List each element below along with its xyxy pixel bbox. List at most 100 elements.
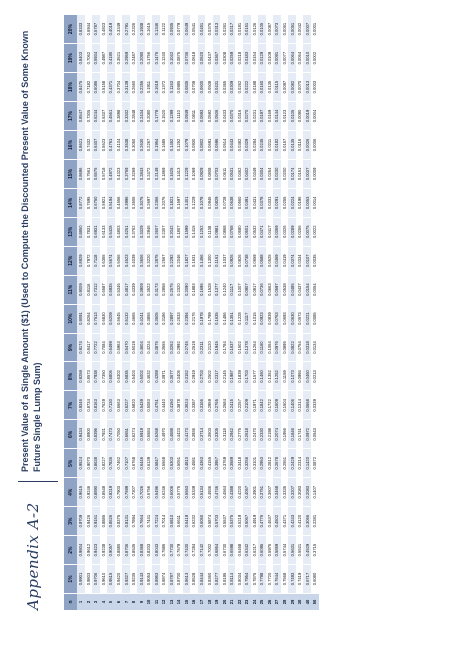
period-cell: 20 bbox=[220, 593, 228, 610]
column-header-rate: 14% bbox=[64, 188, 77, 218]
value-cell: 0.2775 bbox=[235, 419, 244, 449]
value-cell: 0.0224 bbox=[288, 188, 296, 218]
table-row: 5 0.9515 0.9057 0.8626 0.8219 0.7835 0.7473 0.7… bbox=[107, 14, 115, 610]
value-cell: 0.0318 bbox=[303, 333, 311, 362]
period-cell: 17 bbox=[197, 593, 206, 610]
value-cell: 0.7720 bbox=[265, 564, 274, 594]
value-cell: 0.4972 bbox=[107, 159, 115, 189]
value-cell: 0.2575 bbox=[167, 275, 176, 305]
value-cell: 0.2176 bbox=[190, 304, 198, 334]
value-cell: 0.0872 bbox=[310, 448, 319, 478]
value-cell: 0.7130 bbox=[107, 390, 115, 420]
header-divider bbox=[18, 481, 58, 482]
value-cell: 0.4150 bbox=[167, 390, 176, 420]
table-row: 40 0.6717 0.4529 0.3066 0.2083 0.1420 0.0972 0.… bbox=[303, 14, 311, 610]
value-cell: 0.0070 bbox=[295, 72, 304, 102]
value-cell: 0.1756 bbox=[144, 43, 153, 73]
value-cell: 0.9057 bbox=[107, 535, 115, 565]
value-cell: 0.5835 bbox=[122, 362, 130, 391]
value-cell: 0.7305 bbox=[84, 101, 93, 131]
value-cell: 0.0284 bbox=[250, 130, 259, 160]
value-cell: 0.8613 bbox=[182, 564, 191, 594]
value-cell: 0.1637 bbox=[227, 333, 236, 362]
value-cell: 0.5303 bbox=[167, 448, 176, 478]
value-cell: 0.0525 bbox=[265, 246, 274, 276]
value-cell: 0.9420 bbox=[114, 564, 123, 594]
value-cell: 0.5820 bbox=[129, 390, 138, 420]
value-cell: 0.0680 bbox=[235, 217, 244, 247]
value-cell: 0.6217 bbox=[250, 535, 259, 565]
table-row: 27 0.7644 0.5859 0.4502 0.3468 0.2678 0.2074 0.… bbox=[273, 14, 281, 610]
value-cell: 0.5019 bbox=[129, 333, 138, 362]
value-cell: 0.1228 bbox=[235, 304, 244, 334]
value-cell: 0.1476 bbox=[152, 43, 161, 73]
value-cell: 0.3083 bbox=[295, 477, 304, 507]
value-cell: 0.2267 bbox=[144, 130, 153, 160]
value-cell: 0.6468 bbox=[235, 535, 244, 565]
value-cell: 0.0520 bbox=[197, 43, 206, 73]
value-cell: 0.0630 bbox=[288, 304, 296, 334]
value-cell: 0.3139 bbox=[122, 72, 130, 102]
value-cell: 0.0090 bbox=[295, 101, 304, 131]
value-cell: 0.0197 bbox=[258, 101, 266, 131]
value-cell: 0.0073 bbox=[273, 14, 281, 44]
value-cell: 0.8375 bbox=[114, 506, 123, 536]
value-cell: 0.4243 bbox=[288, 506, 296, 536]
value-cell: 0.2697 bbox=[144, 188, 153, 218]
value-cell: 0.0376 bbox=[205, 14, 213, 44]
value-cell: 0.3704 bbox=[114, 72, 123, 102]
value-cell: 0.0051 bbox=[288, 14, 296, 44]
value-cell: 0.2090 bbox=[137, 43, 145, 73]
value-cell: 0.8417 bbox=[84, 333, 93, 362]
value-cell: 0.0985 bbox=[175, 72, 183, 102]
value-cell: 0.6587 bbox=[99, 275, 108, 305]
value-cell: 0.6830 bbox=[99, 304, 108, 334]
value-cell: 0.5268 bbox=[152, 419, 161, 449]
table-row: 50 0.6080 0.3715 0.2281 0.1407 0.0872 0.0543 0.… bbox=[310, 14, 319, 610]
value-cell: 0.3256 bbox=[243, 448, 251, 478]
value-cell: 0.0668 bbox=[303, 390, 311, 420]
value-cell: 0.1703 bbox=[243, 362, 251, 391]
value-cell: 0.0703 bbox=[212, 159, 221, 189]
value-cell: 0.6227 bbox=[122, 390, 130, 420]
value-cell: 0.4665 bbox=[129, 304, 138, 334]
value-cell: 0.0082 bbox=[288, 72, 296, 102]
value-cell: 0.9423 bbox=[92, 535, 100, 565]
value-cell: 0.5847 bbox=[152, 448, 161, 478]
value-cell: 0.9327 bbox=[122, 564, 130, 594]
value-cell: 0.7954 bbox=[243, 564, 251, 594]
value-cell: 0.2311 bbox=[197, 333, 206, 362]
value-cell: 0.1842 bbox=[258, 390, 266, 420]
value-cell: 0.1846 bbox=[288, 419, 296, 449]
value-cell: 0.7831 bbox=[84, 217, 93, 247]
value-cell: 0.3677 bbox=[167, 362, 176, 391]
value-cell: 0.5521 bbox=[295, 535, 304, 565]
value-cell: 0.8227 bbox=[99, 448, 108, 478]
value-cell: 0.5963 bbox=[114, 333, 123, 362]
value-cell: 0.7798 bbox=[258, 564, 266, 594]
period-cell: 22 bbox=[235, 593, 244, 610]
value-cell: 0.0402 bbox=[243, 159, 251, 189]
value-cell: 0.5631 bbox=[288, 535, 296, 565]
value-cell: 0.2630 bbox=[137, 130, 145, 160]
value-cell: 0.2317 bbox=[212, 362, 221, 391]
value-cell: 0.4581 bbox=[190, 448, 198, 478]
column-header-rate: 13% bbox=[64, 217, 77, 247]
value-cell: 0.0768 bbox=[227, 217, 236, 247]
value-cell: 0.2502 bbox=[205, 362, 213, 391]
value-cell: 0.6407 bbox=[92, 130, 100, 160]
value-cell: 0.9009 bbox=[77, 275, 85, 305]
value-cell: 0.0097 bbox=[280, 72, 289, 102]
value-cell: 0.0259 bbox=[227, 43, 236, 73]
value-cell: 0.2198 bbox=[265, 419, 274, 449]
value-cell: 0.2429 bbox=[288, 448, 296, 478]
value-cell: 0.1956 bbox=[280, 419, 289, 449]
value-cell: 0.0532 bbox=[250, 217, 259, 247]
table-row: 1 0.9901 0.9804 0.9709 0.9615 0.9524 0.9434 0.9… bbox=[77, 14, 85, 610]
value-cell: 0.9515 bbox=[107, 564, 115, 594]
value-cell: 0.1987 bbox=[227, 362, 236, 391]
value-cell: 0.3118 bbox=[220, 419, 228, 449]
value-cell: 0.7644 bbox=[273, 564, 281, 594]
value-cell: 0.2307 bbox=[160, 217, 168, 247]
value-cell: 0.0923 bbox=[258, 304, 266, 334]
